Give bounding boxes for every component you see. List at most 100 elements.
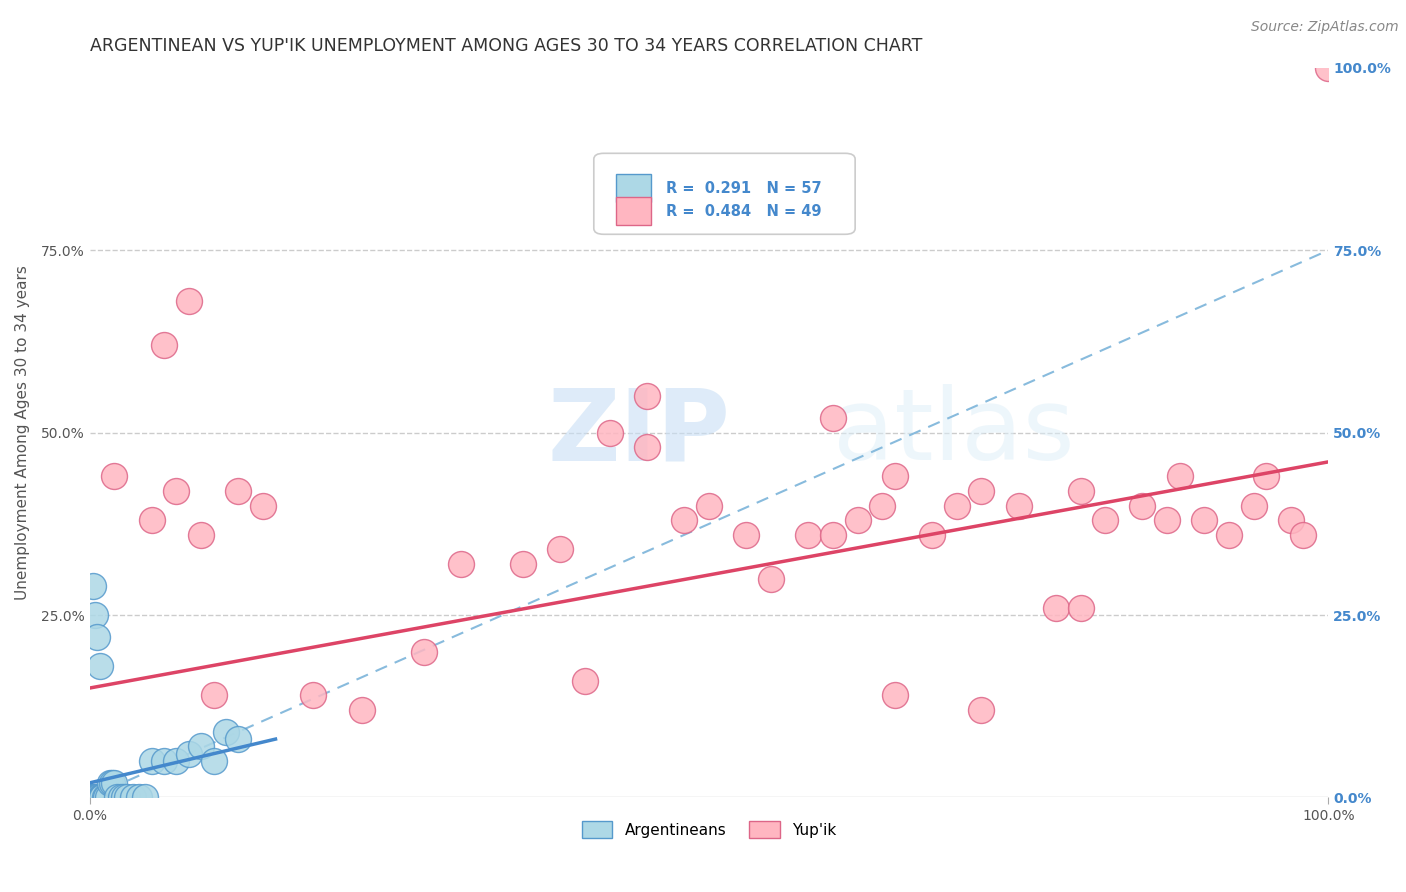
Point	[512, 557, 534, 571]
Point	[821, 411, 844, 425]
Point	[1070, 484, 1092, 499]
Text: R =  0.291   N = 57: R = 0.291 N = 57	[665, 181, 821, 195]
Point	[165, 754, 187, 768]
Point	[86, 790, 108, 805]
Point	[141, 754, 163, 768]
Point	[122, 790, 145, 805]
Point	[1279, 513, 1302, 527]
Point	[872, 499, 894, 513]
Point	[153, 338, 176, 352]
Point	[110, 790, 132, 805]
Point	[821, 528, 844, 542]
Point	[82, 790, 104, 805]
Point	[91, 790, 114, 805]
Point	[450, 557, 472, 571]
Point	[97, 790, 120, 805]
Point	[79, 790, 101, 805]
Point	[89, 790, 111, 805]
Point	[1045, 600, 1067, 615]
Point	[883, 689, 905, 703]
Point	[190, 739, 212, 754]
Point	[1070, 600, 1092, 615]
Point	[1292, 528, 1315, 542]
Point	[84, 790, 107, 805]
Point	[153, 754, 176, 768]
Point	[79, 790, 101, 805]
Point	[735, 528, 758, 542]
Point	[79, 790, 101, 805]
Point	[84, 790, 107, 805]
Point	[98, 776, 121, 790]
Point	[79, 790, 101, 805]
Point	[970, 703, 993, 717]
Text: ARGENTINEAN VS YUP'IK UNEMPLOYMENT AMONG AGES 30 TO 34 YEARS CORRELATION CHART: ARGENTINEAN VS YUP'IK UNEMPLOYMENT AMONG…	[90, 37, 922, 55]
Point	[177, 747, 200, 761]
Point	[697, 499, 720, 513]
Point	[82, 790, 104, 805]
Point	[252, 499, 274, 513]
Point	[228, 484, 250, 499]
Point	[79, 790, 101, 805]
Text: R =  0.484   N = 49: R = 0.484 N = 49	[665, 203, 821, 219]
Point	[1256, 469, 1278, 483]
Point	[1218, 528, 1240, 542]
Point	[112, 790, 135, 805]
Point	[79, 790, 101, 805]
Point	[352, 703, 374, 717]
Point	[141, 513, 163, 527]
Point	[1007, 499, 1029, 513]
Point	[79, 790, 101, 805]
Point	[79, 790, 101, 805]
Point	[1194, 513, 1216, 527]
Point	[79, 790, 101, 805]
Point	[128, 790, 150, 805]
Point	[636, 389, 658, 403]
Point	[79, 790, 101, 805]
Text: atlas: atlas	[832, 384, 1074, 481]
Point	[215, 724, 238, 739]
Point	[190, 528, 212, 542]
Point	[79, 790, 101, 805]
Point	[636, 440, 658, 454]
Point	[599, 425, 621, 440]
Point	[91, 790, 114, 805]
Point	[89, 659, 111, 673]
Point	[94, 790, 117, 805]
Point	[83, 608, 105, 623]
Legend: Argentineans, Yup'ik: Argentineans, Yup'ik	[575, 814, 842, 845]
Point	[413, 644, 436, 658]
Point	[759, 572, 782, 586]
Point	[921, 528, 943, 542]
Point	[101, 776, 124, 790]
Point	[79, 790, 101, 805]
Point	[970, 484, 993, 499]
Point	[228, 732, 250, 747]
FancyBboxPatch shape	[593, 153, 855, 235]
Point	[550, 542, 572, 557]
Point	[79, 790, 101, 805]
Point	[105, 790, 128, 805]
Point	[574, 673, 596, 688]
Point	[79, 790, 101, 805]
Point	[79, 790, 101, 805]
Point	[82, 579, 104, 593]
Point	[945, 499, 967, 513]
Point	[673, 513, 696, 527]
Point	[79, 790, 101, 805]
Point	[846, 513, 869, 527]
Point	[165, 484, 187, 499]
Point	[1317, 61, 1340, 75]
Point	[1156, 513, 1178, 527]
Point	[87, 790, 110, 805]
Point	[177, 294, 200, 309]
Point	[79, 790, 101, 805]
Point	[301, 689, 323, 703]
Point	[202, 689, 225, 703]
Point	[115, 790, 138, 805]
Point	[1168, 469, 1191, 483]
Text: ZIP: ZIP	[548, 384, 731, 481]
FancyBboxPatch shape	[616, 197, 651, 225]
Point	[1243, 499, 1265, 513]
Point	[797, 528, 820, 542]
Point	[86, 630, 108, 644]
